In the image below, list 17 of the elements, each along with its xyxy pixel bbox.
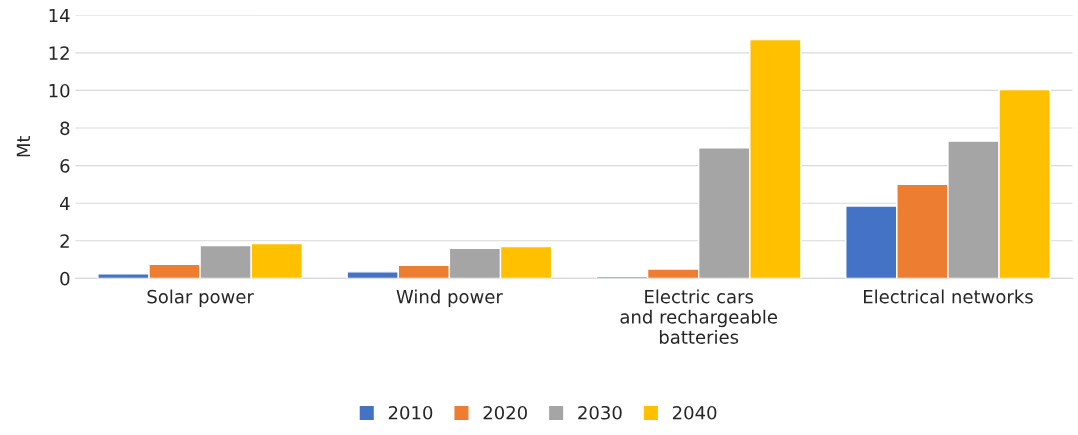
y-tick-label: 2: [60, 234, 69, 248]
y-tick-label: 4: [59, 196, 70, 211]
y-tick-label: 10: [49, 83, 70, 98]
y-tick-label: 0: [60, 271, 70, 286]
x-tick-label: Wind power: [396, 289, 503, 307]
y-tick-label: 14: [49, 8, 70, 23]
y-tick-label: 8: [60, 121, 70, 136]
legend-label: 2020: [483, 405, 527, 420]
y-axis-title: Mt: [16, 135, 30, 157]
x-tick-label: Electrical networks: [864, 289, 1033, 304]
x-tick-label: Solar power: [147, 289, 254, 307]
legend-label: 2010: [388, 405, 433, 420]
legend-label: 2040: [672, 405, 717, 420]
y-tick-label: 12: [49, 46, 69, 60]
y-tick-label: 6: [60, 159, 70, 173]
legend-label: 2030: [578, 405, 622, 420]
x-tick-label: Electric cars and rechargeable batteries: [620, 289, 778, 344]
